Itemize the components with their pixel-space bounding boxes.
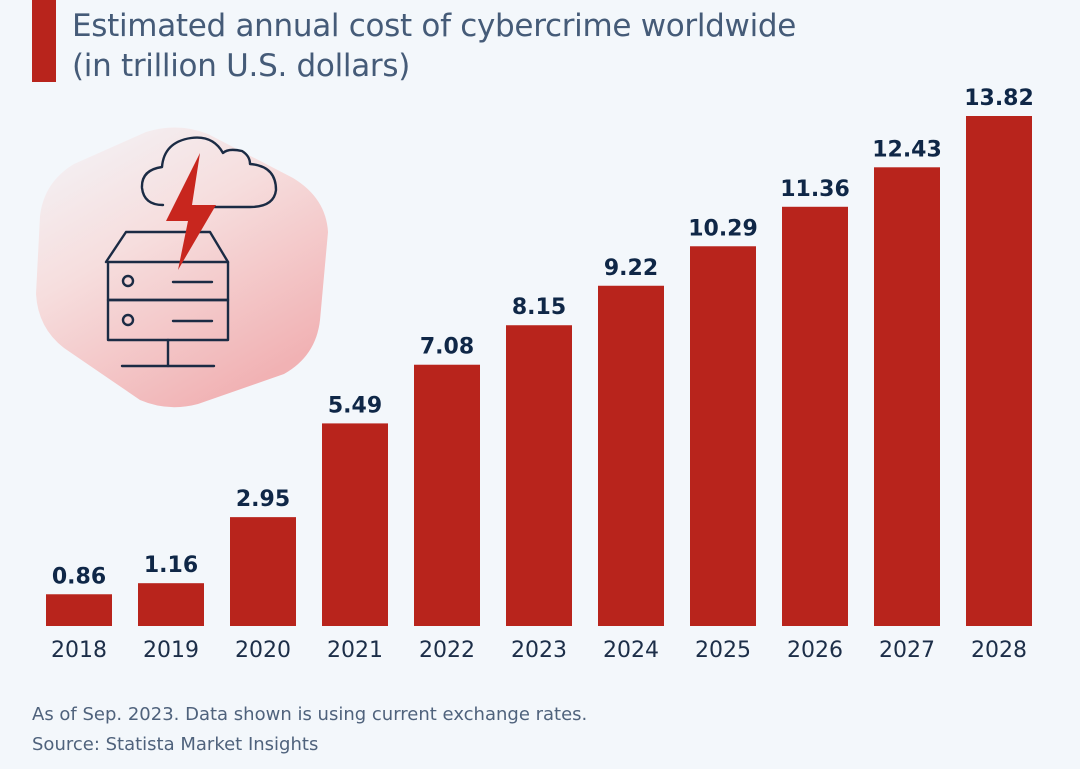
bar-2021 [322,423,388,626]
value-label-2022: 7.08 [420,335,474,360]
bar-2027 [874,167,940,626]
bar-2024 [598,285,664,626]
bar-2020 [230,517,296,626]
value-label-2018: 0.86 [52,564,106,589]
footer-note: As of Sep. 2023. Data shown is using cur… [32,704,588,725]
bar-2019 [138,583,204,626]
lightning-bolt-icon [166,153,216,270]
bar-2022 [414,364,480,626]
value-label-2025: 10.29 [688,216,758,241]
x-tick-2027: 2027 [879,638,935,663]
value-label-2020: 2.95 [236,487,290,512]
value-label-2026: 11.36 [780,177,850,202]
value-labels-group: 0.86 1.16 2.95 5.49 7.08 8.15 9.22 10.29 11.36 12… [52,86,1034,589]
x-tick-2026: 2026 [787,638,843,663]
x-tick-2022: 2022 [419,638,475,663]
x-tick-2021: 2021 [327,638,383,663]
x-tick-2024: 2024 [603,638,659,663]
x-axis-tick-labels: 2018 2019 2020 2021 2022 2023 2024 2025 2026 2027… [51,638,1027,663]
x-tick-2020: 2020 [235,638,291,663]
chart-title: Estimated annual cost of cybercrime worl… [72,6,796,86]
server-roof-icon [104,230,230,264]
bars-group [46,116,1032,626]
bar-2028 [966,116,1032,626]
value-label-2023: 8.15 [512,295,566,320]
cloud-icon [140,136,278,209]
title-accent-bar [32,0,56,82]
value-label-2021: 5.49 [328,393,382,418]
value-label-2028: 13.82 [964,86,1034,111]
x-tick-2025: 2025 [695,638,751,663]
bar-2025 [690,246,756,626]
chart-title-main: Estimated annual cost of cybercrime worl… [72,8,797,44]
x-tick-2019: 2019 [143,638,199,663]
cloud-server-lightning-icon [36,127,328,408]
bar-2018 [46,594,112,626]
value-label-2024: 9.22 [604,256,658,281]
x-tick-2023: 2023 [511,638,567,663]
footer-source: Source: Statista Market Insights [32,734,319,755]
bar-2026 [782,206,848,626]
value-label-2027: 12.43 [872,137,942,162]
x-tick-2028: 2028 [971,638,1027,663]
value-label-2019: 1.16 [144,553,198,578]
bar-2023 [506,325,572,626]
chart-footer: As of Sep. 2023. Data shown is using cur… [32,700,587,760]
x-tick-2018: 2018 [51,638,107,663]
chart-subtitle: (in trillion U.S. dollars) [72,48,411,84]
